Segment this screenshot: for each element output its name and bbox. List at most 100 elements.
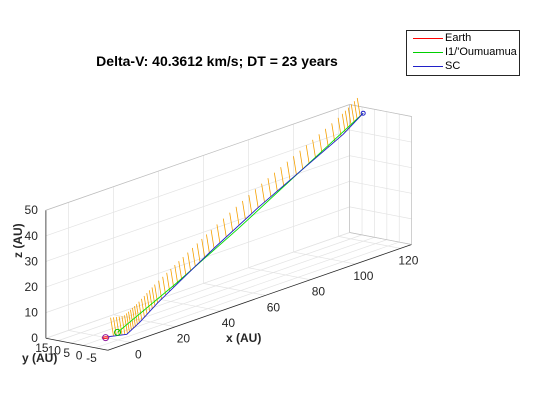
grid-line (349, 129, 412, 143)
thrust-arrow (134, 306, 138, 325)
thrust-arrow (254, 189, 259, 208)
thrust-arrow (115, 316, 120, 336)
y-tick-label: 5 (63, 346, 70, 360)
y-tick-label: 15 (35, 341, 49, 355)
x-tick-label: 60 (267, 300, 281, 314)
thrust-arrow (130, 309, 134, 329)
grid-line (45, 180, 350, 288)
thrust-arrow (286, 161, 291, 181)
thrust-arrow (138, 301, 143, 321)
z-tick-label: 0 (31, 331, 38, 345)
thrust-arrow (124, 315, 128, 334)
thrust-arrow (210, 229, 215, 249)
series-sc-line (107, 112, 364, 338)
grid-line (349, 155, 412, 169)
y-tick-label: 10 (48, 344, 62, 358)
thrust-arrow (261, 183, 265, 203)
thrust-arrow (312, 139, 316, 159)
thrust-arrow (331, 123, 336, 142)
z-tick-label: 20 (25, 280, 39, 294)
thrust-arrow (248, 195, 253, 214)
legend: Earth I1/'Oumuamua SC (406, 30, 520, 76)
thrust-arrow (353, 101, 358, 120)
chart-axes (45, 104, 412, 351)
thrust-arrow (141, 298, 145, 318)
thrust-arrow (229, 212, 234, 232)
thrust-arrow (305, 145, 310, 164)
grid-line (45, 129, 350, 237)
grid-line (45, 206, 350, 313)
legend-swatch-oumuamua (413, 52, 443, 53)
thrust-arrow (273, 172, 278, 192)
thrust-arrow (151, 287, 156, 306)
thrust-arrow (344, 110, 349, 130)
legend-swatch-sc (413, 66, 443, 67)
z-tick-label: 50 (25, 203, 39, 217)
grid-line (70, 236, 375, 344)
thrust-arrow (182, 256, 187, 276)
thrust-arrow (143, 295, 148, 315)
chart-series (101, 97, 366, 342)
sc-start-marker (102, 334, 110, 342)
z-tick-label: 30 (25, 254, 39, 268)
thrust-arrow (216, 224, 221, 243)
y-tick-label: -5 (86, 351, 97, 365)
grid-line (68, 330, 131, 343)
grid-line (113, 314, 176, 328)
grid-line (45, 155, 350, 262)
thrust-arrow (318, 134, 323, 153)
x-tick-label: 80 (312, 285, 326, 299)
x-tick-label: 120 (398, 253, 418, 267)
grid-line (248, 267, 311, 281)
thrust-arrow (178, 261, 183, 280)
chart-title: Delta-V: 40.3612 km/s; DT = 23 years (96, 53, 338, 69)
x-tick-label: 20 (177, 332, 191, 346)
thrust-arrow (293, 156, 297, 175)
thrust-arrow (242, 200, 246, 220)
x-tick-label: 0 (135, 347, 142, 361)
thrust-arrow (337, 117, 342, 137)
legend-entry-sc: SC (407, 59, 519, 73)
legend-entry-oumuamua: I1/'Oumuamua (407, 45, 519, 59)
thrust-arrow (201, 238, 206, 258)
thrust-arrow (148, 290, 153, 309)
grid-line (338, 236, 401, 249)
legend-label-sc: SC (445, 60, 461, 72)
y-axis-line (45, 337, 108, 351)
box-edge (349, 104, 412, 117)
chart-grid (45, 104, 412, 349)
thrust-arrow (118, 316, 123, 336)
thrust-arrow (191, 247, 196, 267)
thrust-arrow (222, 218, 227, 238)
legend-entry-earth: Earth (407, 31, 519, 45)
thrust-arrow (110, 317, 114, 337)
sc-end-marker (360, 110, 366, 116)
thrust-arrow (113, 317, 117, 336)
y-axis-label: y (AU) (22, 351, 57, 365)
thrust-arrow (121, 316, 126, 335)
z-tick-label: 40 (25, 229, 39, 243)
thrust-arrow (341, 113, 346, 133)
y-tick-label: 0 (76, 348, 83, 362)
thrust-arrow (324, 128, 329, 148)
series-oumuamua-line (117, 112, 364, 333)
thrust-arrow (170, 268, 175, 288)
x-axis-label: x (AU) (226, 331, 261, 345)
legend-label-earth: Earth (445, 32, 472, 44)
x-tick-label: 40 (222, 316, 236, 330)
thrust-arrow (187, 252, 191, 271)
thrust-arrow (267, 178, 272, 197)
thrust-arrow (174, 264, 179, 284)
box-edge (45, 104, 350, 211)
thrust-arrow (299, 150, 304, 170)
thrust-arrow (206, 234, 210, 253)
thrust-arrow (347, 107, 352, 126)
z-axis-label: z (AU) (11, 223, 25, 258)
thrust-arrow (146, 293, 151, 312)
z-tick-label: 10 (25, 306, 39, 320)
oumuamua-start-marker (114, 328, 122, 336)
grid-line (293, 251, 356, 265)
x-tick-label: 100 (353, 269, 373, 283)
